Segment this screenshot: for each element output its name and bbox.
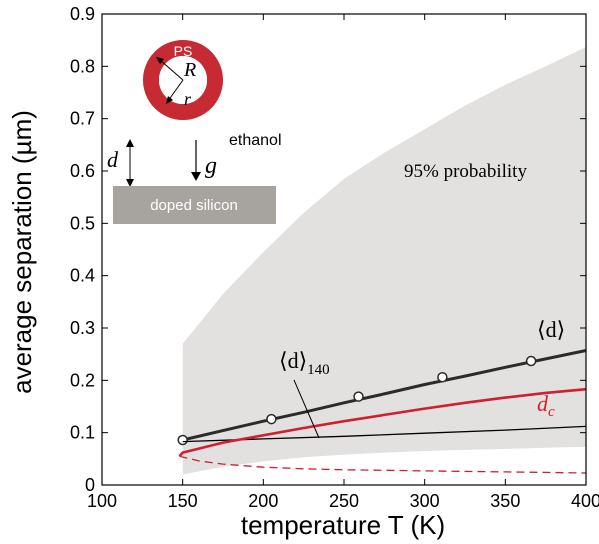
medium-label: ethanol: [229, 132, 282, 149]
inner-radius-label: r: [184, 89, 192, 109]
y-tick-label: 0.4: [70, 266, 95, 286]
y-tick-label: 0.7: [70, 109, 95, 129]
y-tick-label: 0.6: [70, 161, 95, 181]
gravity-label: g: [205, 153, 217, 179]
band-label: 95% probability: [404, 161, 527, 182]
y-axis-title: average separation (µm): [7, 110, 37, 394]
separation-arrowhead-bottom: [126, 179, 134, 187]
dc-label-main: d: [537, 391, 549, 416]
x-tick-label: 350: [490, 491, 520, 511]
dc-lower-branch-line: [179, 455, 587, 474]
ps-label: PS: [174, 43, 193, 59]
inset-schematic: PS R r ethanol d g doped silicon: [107, 40, 282, 224]
y-tick-label: 0.2: [70, 370, 95, 390]
x-tick-label: 150: [168, 491, 198, 511]
data-point-marker: [353, 391, 364, 402]
inner-radius-arrowhead: [166, 96, 173, 104]
ps-sphere: [143, 40, 223, 120]
mean140-label-sub: 140: [307, 362, 330, 378]
x-tick-label: 300: [410, 491, 440, 511]
y-tick-label: 0: [85, 475, 95, 495]
dc-label-sub: c: [548, 404, 555, 420]
separation-label: d: [107, 147, 119, 172]
data-point-marker: [177, 434, 188, 446]
mean-label: ⟨d⟩: [537, 317, 565, 342]
y-tick-label: 0.5: [70, 213, 95, 233]
mean140-label-main: ⟨d⟩: [279, 348, 307, 373]
probability-band: [182, 47, 586, 475]
x-tick-label: 100: [87, 491, 117, 511]
data-point-marker: [525, 355, 537, 367]
outer-radius-arrowhead: [156, 57, 164, 64]
separation-arrowhead-top: [126, 139, 134, 147]
inner-radius-arrow: [167, 79, 184, 102]
mean140-pointer: [293, 379, 320, 439]
x-axis-title: temperature T (K): [241, 510, 445, 540]
data-point-marker: [437, 371, 448, 383]
gravity-arrowhead: [191, 172, 201, 181]
y-tick-label: 0.3: [70, 318, 95, 338]
substrate-label: doped silicon: [150, 197, 238, 214]
outer-radius-arrow: [159, 59, 184, 81]
outer-radius-label: R: [183, 59, 196, 81]
x-tick-label: 200: [248, 491, 278, 511]
x-tick-label: 250: [329, 491, 359, 511]
doped-silicon-substrate: [113, 186, 276, 224]
y-tick-label: 0.9: [70, 4, 95, 24]
y-tick-label: 0.8: [70, 56, 95, 76]
dc-label: dc: [537, 391, 555, 420]
data-point-marker: [266, 413, 277, 425]
mean140-line: [182, 425, 587, 443]
mean140-label: ⟨d⟩140: [279, 348, 330, 378]
mean-separation-line: [182, 349, 587, 442]
x-tick-label: 400: [571, 491, 599, 511]
dc-line: [178, 387, 587, 458]
y-tick-label: 0.1: [70, 423, 95, 443]
